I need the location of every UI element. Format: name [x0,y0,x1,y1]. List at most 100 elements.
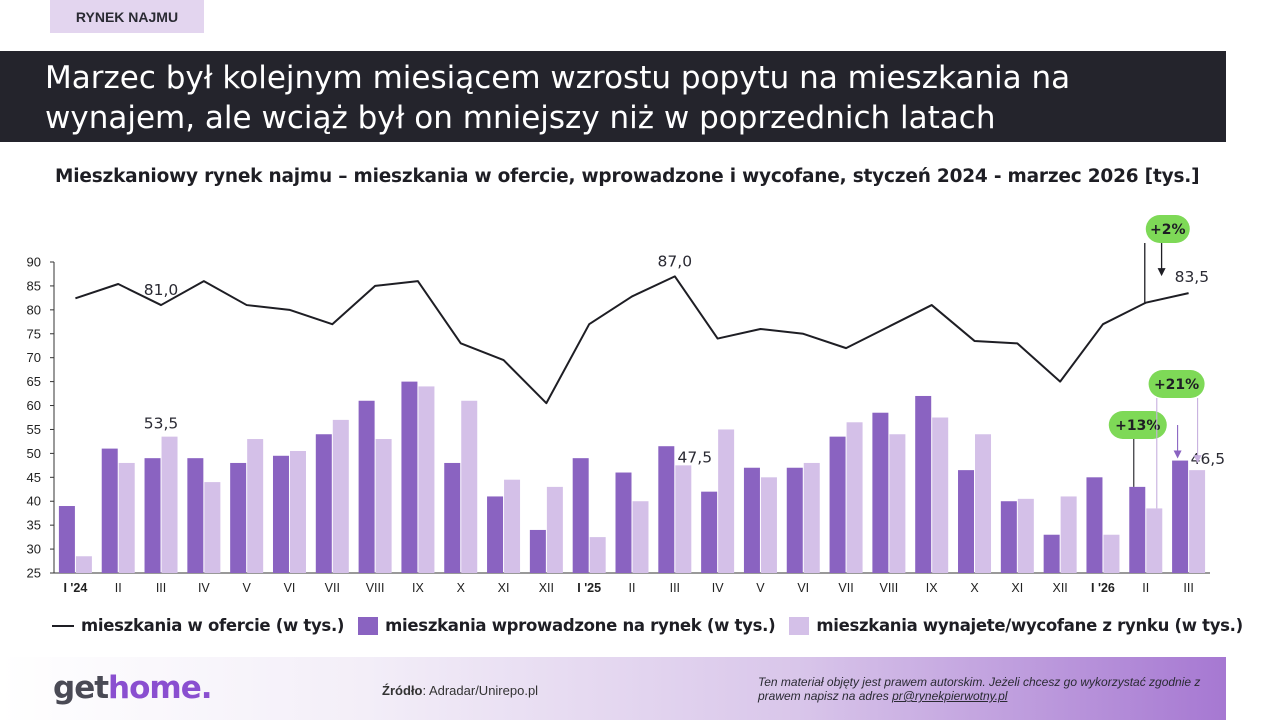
bar-withdrawn [589,537,606,573]
bar-introduced [572,458,589,573]
bar-withdrawn [418,386,435,573]
growth-badge [1108,411,1167,439]
bar-withdrawn [289,450,306,573]
bar-value-label: 47,5 [678,448,713,466]
bar-withdrawn [247,439,264,573]
bar-introduced [187,458,204,573]
x-tick-label: IV [712,581,724,595]
bar-introduced [1086,477,1103,573]
legend-item-withdrawn: mieszkania wynajete/wycofane z rynku (w … [789,616,1243,635]
bar-introduced [915,395,932,573]
copyright-text: Ten materiał objęty jest prawem autorski… [758,675,1201,703]
legend-introduced-swatch [358,616,379,635]
growth-badge [1145,215,1190,243]
bar-introduced [315,434,332,573]
x-tick-label: I '25 [577,581,601,595]
x-tick-label: II [629,581,636,595]
contact-email-link[interactable]: pr@rynekpierwotny.pl [892,689,1008,703]
x-tick-label: VI [797,581,809,595]
x-tick-label: III [670,581,680,595]
chart-legend: mieszkania w ofercie (w tys.) mieszkania… [52,616,1257,635]
bar-introduced [529,529,546,573]
footer-band [0,657,1226,720]
y-tick-label: 30 [27,542,41,557]
logo-part-get: get [53,670,109,706]
x-tick-label: VII [838,581,853,595]
bar-introduced [1172,460,1189,573]
legend-withdrawn-swatch [789,616,810,635]
x-tick-label: V [756,581,765,595]
section-tag: RYNEK NAJMU [50,0,204,33]
bar-withdrawn [161,436,178,573]
y-tick-label: 25 [27,566,41,581]
bar-introduced [1043,534,1060,573]
bar-withdrawn [118,462,135,573]
x-tick-label: VII [325,581,340,595]
bar-introduced [58,506,75,573]
bar-withdrawn [204,482,221,573]
y-tick-label: 90 [27,255,41,270]
bar-withdrawn [1060,496,1077,573]
bar-withdrawn [1189,470,1206,573]
bar-withdrawn [718,429,735,573]
bar-withdrawn [332,419,349,573]
bar-introduced [786,467,803,573]
bar-introduced [444,462,461,573]
gethome-logo[interactable]: gethome. [53,670,213,706]
x-tick-label: V [242,581,251,595]
y-tick-label: 80 [27,302,41,317]
line-value-label: 87,0 [658,252,693,270]
x-tick-label: XI [498,581,510,595]
y-tick-label: 50 [27,446,41,461]
bar-withdrawn [1017,498,1034,573]
bar-introduced [1000,501,1017,573]
bar-value-label: 53,5 [144,415,179,433]
growth-badge-label: +2% [1150,222,1186,238]
line-value-label: 83,5 [1175,268,1210,286]
bar-withdrawn [504,479,521,573]
bar-introduced [272,455,289,573]
legend-label-offer: mieszkania w ofercie (w tys.) [81,616,345,635]
y-tick-label: 45 [27,470,41,485]
bar-withdrawn [75,556,92,573]
y-tick-label: 40 [27,494,41,509]
source-label: Źródło [382,683,423,698]
bar-introduced [101,448,118,573]
bar-introduced [829,436,846,573]
arrow-head [1173,450,1182,459]
x-tick-label: III [1183,581,1193,595]
arrow-head [1193,455,1202,464]
y-tick-label: 65 [27,374,41,389]
logo-part-home: home. [108,670,212,706]
growth-badge [1148,370,1205,398]
chart-title: Mieszkaniowy rynek najmu – mieszkania w … [55,166,1200,187]
bar-withdrawn [632,501,649,573]
legend-label-introduced: mieszkania wprowadzone na rynek (w tys.) [385,616,776,635]
legend-item-offer: mieszkania w ofercie (w tys.) [52,616,344,635]
bar-withdrawn [803,462,820,573]
bar-withdrawn [889,434,906,573]
bar-withdrawn [975,434,992,573]
bar-withdrawn [675,465,692,573]
bar-withdrawn [846,422,863,573]
x-tick-label: X [970,581,979,595]
bar-introduced [144,458,161,573]
bar-introduced [615,472,632,573]
bar-introduced [701,491,718,573]
x-tick-label: VIII [880,581,899,595]
growth-badge-label: +13% [1115,418,1160,434]
x-tick-label: X [457,581,466,595]
bar-value-label: 46,5 [1191,450,1226,468]
line-value-label: 81,0 [144,281,179,299]
legend-label-withdrawn: mieszkania wynajete/wycofane z rynku (w … [816,616,1243,635]
bar-withdrawn [932,417,949,573]
bar-introduced [743,467,760,573]
legend-item-introduced: mieszkania wprowadzone na rynek (w tys.) [358,616,776,635]
bar-introduced [958,470,975,573]
x-tick-label: XII [539,581,554,595]
y-tick-label: 70 [27,350,41,365]
bar-introduced [230,462,247,573]
y-tick-label: 85 [27,278,41,293]
bar-withdrawn [760,477,777,573]
bar-introduced [358,400,375,573]
